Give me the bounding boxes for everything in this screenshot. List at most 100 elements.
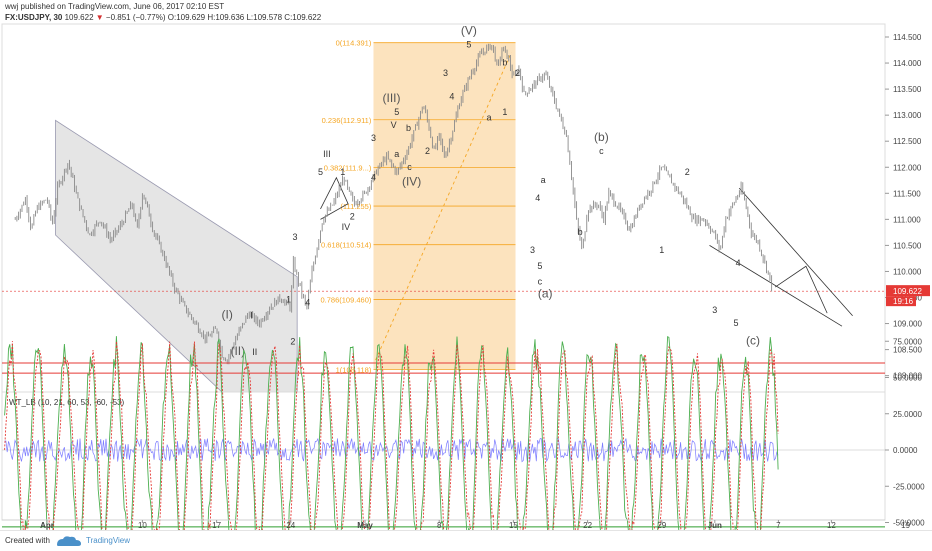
wave-count-label: c [407,162,412,172]
footer: Created with TradingView [0,530,932,551]
price-axis-label: 112.500 [893,137,922,146]
wedge-upper-line [738,187,853,317]
created-with-label: Created with [5,536,50,545]
publish-info: wwj published on TradingView.com, June 0… [5,2,225,11]
fibonacci-level-label: 0.382(111.9...) [324,164,372,173]
fibonacci-level-label: (111.255) [340,202,371,211]
time-axis-label: 17 [212,521,221,530]
tradingview-logo-icon [57,536,81,546]
price-axis-label: 112.000 [893,163,922,172]
time-axis-label: 10 [138,521,147,530]
triangle-pattern [320,176,349,220]
wave-count-label: 4 [736,258,741,268]
wave-count-label: 3 [712,305,717,315]
wave-count-label: 5 [466,39,471,49]
fibonacci-level-label: 0.786(109.460) [320,296,371,305]
price-axis-label: 110.000 [893,267,922,276]
wave-count-label: 4 [305,297,310,307]
countdown-tag [886,296,916,307]
wave-count-label: a [394,149,399,159]
wave-count-label: II [252,347,257,357]
wave-degree-label: (I) [222,307,233,321]
price-axis-label: 109.000 [893,320,922,329]
oscillator-axis-label: 0.0000 [893,446,918,455]
indicator-wt1-line [4,335,779,550]
wave-count-label: 2 [515,68,520,78]
price-axis-label: 113.500 [893,85,922,94]
price-axis-label: 110.500 [893,241,922,250]
oscillator-axis-label: 25.0000 [893,410,922,419]
wave-count-label: a [541,175,546,185]
last-price-label: 109.622 [64,13,94,22]
last-price-tag-label: 109.622 [893,287,922,296]
fibonacci-trend-line [375,52,512,361]
wave-count-label: 4 [371,172,376,182]
time-axis-label: 15 [509,521,518,530]
wave-count-label: 3 [371,133,376,143]
wave-count-label: V [391,120,397,130]
time-axis-label: 24 [286,521,295,530]
wave-count-label: III [323,149,331,159]
price-axis-label: 114.500 [893,33,922,42]
indicator-label: WT_LB (10, 21, 60, 53, -60, -53) [9,398,125,407]
wave-degree-label: (c) [746,333,760,347]
wave-count-label: b [578,227,583,237]
wave-count-label: IV [342,222,351,232]
tradingview-brand-label: TradingView [86,536,131,545]
price-candles [14,43,773,365]
wave-count-label: b [502,58,507,68]
wave-degree-label: (a) [538,287,553,301]
wave-count-label: c [599,146,604,156]
wave-count-label: 5 [537,261,542,271]
wave-count-label: I [250,310,253,320]
wave-count-label: 5 [733,318,738,328]
price-axis-label: 114.000 [893,59,922,68]
wave-count-label: c [538,276,543,286]
oscillator-axis-label: -25.0000 [893,482,925,491]
fibonacci-level-label: 1(108.118) [336,366,372,375]
wave-degree-label: (III) [383,91,401,105]
oscillator-axis-label: -50.0000 [893,519,925,528]
fibonacci-level-label: 0.618(110.514) [321,241,372,250]
wave-count-label: 3 [530,245,535,255]
oscillator-axis-label: 50.0000 [893,374,922,383]
symbol-label: FX:USDJPY, 30 [5,13,63,22]
wave-count-label: 5 [318,167,323,177]
time-axis: Apr 10 17 24 May 8 15 22 29 Jun 7 12 19 [2,519,911,530]
wave-degree-label: (II) [230,344,245,358]
time-axis-label: 7 [776,521,781,530]
wave-count-label: a [487,112,492,122]
wave-count-label: 2 [685,167,690,177]
fibonacci-level-label: 0.236(112.911) [322,116,372,125]
countdown-tag-label: 19:16 [893,297,914,306]
chart-header: wwj published on TradingView.com, June 0… [0,0,932,26]
price-axis-label: 108.500 [893,346,922,355]
time-axis-label: 22 [583,521,592,530]
symbol-info: FX:USDJPY, 30 109.622 ▼ −0.851 (−0.77%) … [5,13,321,22]
time-axis-label: Apr [40,521,54,530]
wave-count-label: 1 [286,295,291,305]
time-axis-label: Jun [708,521,722,530]
time-axis-label: May [357,521,373,530]
change-label: −0.851 (−0.77%) [105,13,166,22]
change-arrow-icon: ▼ [95,13,104,22]
price-axis-label: 111.000 [893,215,921,224]
wave-count-label: 2 [425,146,430,156]
wave-count-label: 1 [659,245,664,255]
wave-count-label: 4 [535,193,540,203]
time-axis-label: 8 [437,521,442,530]
wave-count-label: 1 [340,167,345,177]
fibonacci-level-label: 0(114.391) [336,39,372,48]
wedge-lower-line [709,245,843,327]
wave-degree-label: (b) [594,130,609,144]
price-axis-label: 113.000 [893,111,922,120]
wave-count-label: 5 [394,107,399,117]
price-axis-label: 108.000 [893,372,922,381]
time-axis-label: 19 [901,521,910,530]
price-pane: 114.500 114.000 113.500 113.000 112.500 112.0… [1,23,930,393]
time-axis-label: 12 [827,521,836,530]
last-price-tag [886,285,930,297]
ohlc-label: O:109.629 H:109.636 L:109.578 C:109.622 [167,13,322,22]
